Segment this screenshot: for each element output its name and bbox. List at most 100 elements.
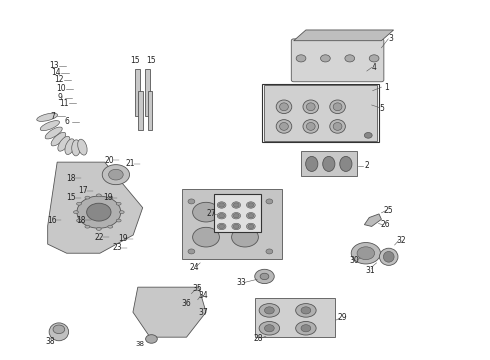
Text: 18: 18	[66, 174, 76, 183]
Ellipse shape	[108, 225, 113, 228]
Circle shape	[219, 203, 224, 207]
Text: 15: 15	[130, 56, 140, 65]
Ellipse shape	[333, 103, 342, 111]
Polygon shape	[365, 214, 381, 226]
Ellipse shape	[246, 202, 255, 208]
Ellipse shape	[232, 227, 258, 247]
Ellipse shape	[295, 321, 316, 335]
Circle shape	[248, 203, 254, 207]
Circle shape	[77, 196, 121, 228]
Ellipse shape	[85, 196, 90, 199]
Ellipse shape	[276, 120, 292, 133]
Circle shape	[87, 203, 111, 221]
Bar	[214, 194, 261, 232]
Circle shape	[233, 203, 239, 207]
Text: 6: 6	[65, 117, 70, 126]
Text: 31: 31	[366, 266, 375, 275]
Ellipse shape	[217, 202, 226, 208]
Text: 37: 37	[199, 308, 208, 317]
Text: 19: 19	[103, 193, 112, 202]
Ellipse shape	[74, 211, 78, 213]
Text: 13: 13	[49, 61, 59, 70]
Text: 18: 18	[76, 216, 86, 225]
Circle shape	[233, 213, 239, 218]
Bar	[135, 69, 140, 116]
Text: 22: 22	[94, 233, 103, 242]
Bar	[147, 91, 152, 130]
Circle shape	[345, 55, 355, 62]
Ellipse shape	[280, 103, 288, 111]
Circle shape	[301, 325, 311, 332]
Circle shape	[301, 307, 311, 314]
Ellipse shape	[97, 228, 101, 230]
Text: 29: 29	[338, 313, 347, 322]
Ellipse shape	[323, 157, 335, 171]
Text: 5: 5	[379, 104, 384, 113]
Ellipse shape	[246, 223, 255, 230]
Text: 28: 28	[253, 334, 263, 343]
Ellipse shape	[116, 219, 121, 222]
Text: 30: 30	[350, 256, 360, 265]
Ellipse shape	[295, 303, 316, 317]
Text: 12: 12	[54, 76, 64, 85]
Ellipse shape	[119, 211, 124, 213]
Ellipse shape	[232, 202, 258, 222]
Text: 38: 38	[45, 337, 55, 346]
Bar	[301, 152, 357, 176]
Text: 15: 15	[147, 56, 156, 65]
Ellipse shape	[303, 120, 318, 133]
Ellipse shape	[303, 100, 318, 113]
Ellipse shape	[330, 120, 345, 133]
Ellipse shape	[45, 127, 62, 139]
Circle shape	[266, 199, 273, 204]
Ellipse shape	[217, 212, 226, 219]
Text: 10: 10	[56, 84, 66, 93]
Ellipse shape	[306, 157, 318, 171]
Ellipse shape	[108, 196, 113, 199]
Text: 23: 23	[113, 243, 122, 252]
FancyBboxPatch shape	[291, 39, 384, 82]
Ellipse shape	[330, 100, 345, 113]
Circle shape	[53, 325, 65, 334]
Ellipse shape	[232, 202, 241, 208]
Text: 35: 35	[193, 284, 202, 293]
Ellipse shape	[85, 225, 90, 228]
Circle shape	[233, 224, 239, 229]
Circle shape	[219, 213, 224, 218]
Circle shape	[102, 165, 129, 185]
Circle shape	[248, 213, 254, 218]
Circle shape	[351, 243, 380, 264]
Circle shape	[219, 224, 224, 229]
Circle shape	[260, 273, 269, 280]
Bar	[265, 85, 376, 141]
Text: 15: 15	[66, 193, 76, 202]
Ellipse shape	[65, 139, 75, 154]
Ellipse shape	[97, 194, 101, 197]
Ellipse shape	[280, 122, 288, 130]
Text: 4: 4	[372, 63, 376, 72]
Text: 7: 7	[50, 112, 55, 121]
Circle shape	[320, 55, 330, 62]
Ellipse shape	[217, 223, 226, 230]
Text: 2: 2	[365, 161, 369, 170]
Text: 24: 24	[189, 263, 198, 272]
Text: 3: 3	[389, 35, 393, 44]
Bar	[138, 91, 143, 130]
Ellipse shape	[276, 100, 292, 113]
Ellipse shape	[78, 139, 87, 155]
Ellipse shape	[76, 219, 81, 222]
Ellipse shape	[246, 212, 255, 219]
Circle shape	[248, 224, 254, 229]
Text: 34: 34	[199, 291, 208, 300]
Ellipse shape	[259, 303, 280, 317]
Ellipse shape	[49, 323, 69, 341]
Text: 19: 19	[119, 234, 128, 243]
Ellipse shape	[383, 251, 394, 262]
Text: 14: 14	[51, 68, 61, 77]
Ellipse shape	[333, 122, 342, 130]
Ellipse shape	[259, 321, 280, 335]
Bar	[145, 69, 150, 116]
Ellipse shape	[40, 121, 59, 131]
Text: 11: 11	[59, 99, 69, 108]
Circle shape	[266, 249, 273, 254]
